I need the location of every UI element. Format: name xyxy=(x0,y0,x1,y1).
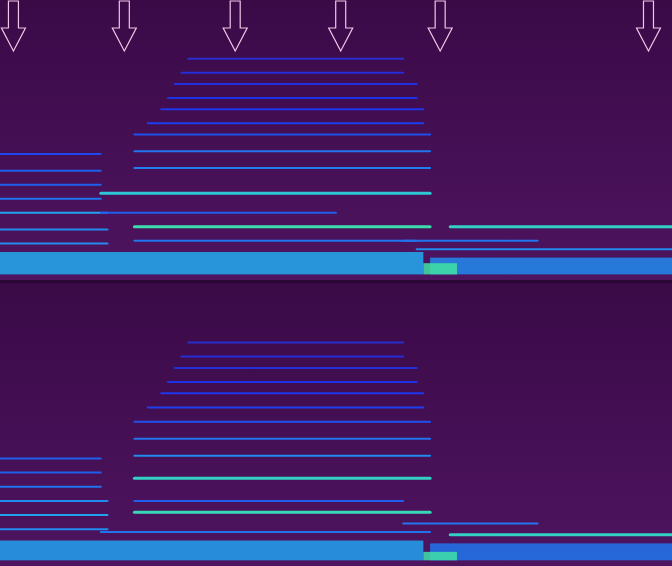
harmonic-track xyxy=(168,381,417,383)
energy-band xyxy=(423,263,457,274)
harmonic-track xyxy=(0,528,108,530)
energy-band xyxy=(430,258,672,275)
harmonic-track xyxy=(161,108,423,110)
time-marker xyxy=(112,1,136,51)
harmonic-track xyxy=(134,150,430,152)
harmonic-track xyxy=(134,240,416,242)
harmonic-track xyxy=(181,356,403,358)
spectrogram xyxy=(0,0,672,566)
harmonic-track xyxy=(0,457,101,459)
harmonic-track xyxy=(134,455,430,457)
channel xyxy=(0,0,672,280)
channel-background xyxy=(0,283,672,566)
energy-band xyxy=(0,252,423,274)
energy-band xyxy=(423,552,457,560)
harmonic-track xyxy=(0,184,101,186)
harmonic-track xyxy=(188,58,403,60)
harmonic-track xyxy=(0,229,108,231)
harmonic-track xyxy=(134,133,430,135)
harmonic-track xyxy=(403,240,537,242)
spectrogram-wrap xyxy=(0,0,672,566)
harmonic-track xyxy=(181,72,403,74)
harmonic-track xyxy=(134,421,430,423)
channel xyxy=(0,283,672,566)
harmonic-track xyxy=(0,500,108,502)
harmonic-track xyxy=(0,153,101,155)
energy-band xyxy=(0,541,423,561)
time-marker xyxy=(329,1,353,51)
time-marker xyxy=(223,1,247,51)
harmonic-track xyxy=(417,248,672,250)
harmonic-track xyxy=(134,477,430,480)
harmonic-track xyxy=(134,225,430,228)
harmonic-track xyxy=(134,167,430,169)
harmonic-track xyxy=(175,83,417,85)
harmonic-track xyxy=(168,97,417,99)
time-marker xyxy=(1,1,25,51)
harmonic-track xyxy=(188,341,403,343)
harmonic-track xyxy=(175,367,417,369)
harmonic-track xyxy=(0,170,101,172)
time-marker xyxy=(428,1,452,51)
harmonic-track xyxy=(0,212,108,214)
harmonic-track xyxy=(134,511,430,514)
harmonic-track xyxy=(101,192,430,195)
harmonic-track xyxy=(101,531,430,533)
harmonic-track xyxy=(134,438,430,440)
harmonic-track xyxy=(450,225,672,228)
harmonic-track xyxy=(0,514,108,516)
harmonic-track xyxy=(0,472,101,474)
harmonic-track xyxy=(101,212,336,214)
harmonic-track xyxy=(403,523,537,525)
harmonic-track xyxy=(134,500,403,502)
harmonic-track xyxy=(450,533,672,536)
energy-band xyxy=(430,543,672,560)
harmonic-track xyxy=(161,392,423,394)
harmonic-track xyxy=(0,243,108,245)
harmonic-track xyxy=(0,486,101,488)
harmonic-track xyxy=(148,122,424,124)
time-marker xyxy=(636,1,660,51)
background xyxy=(0,0,672,566)
harmonic-track xyxy=(0,198,101,200)
harmonic-track xyxy=(148,407,424,409)
channel-background xyxy=(0,0,672,280)
